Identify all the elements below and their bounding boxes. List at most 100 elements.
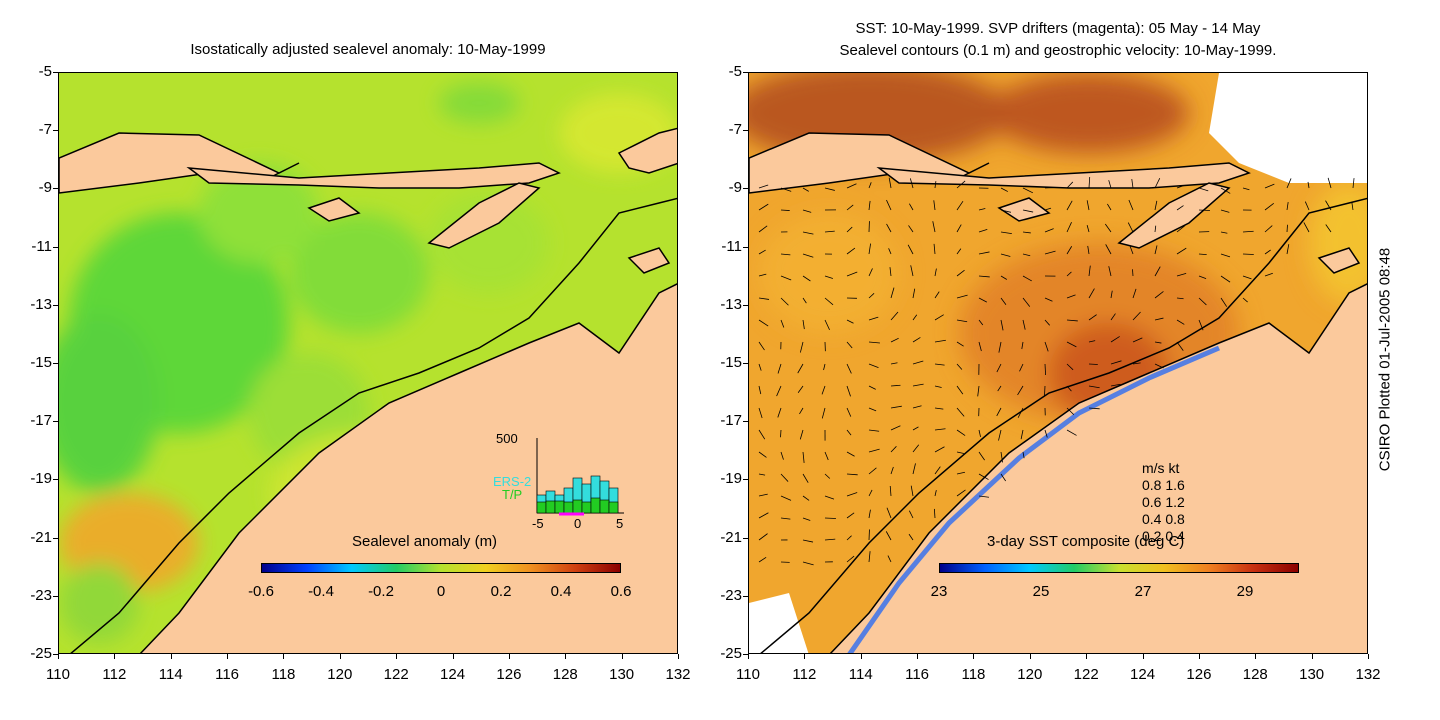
velocity-arrow <box>780 451 784 460</box>
velocity-arrow <box>1352 178 1355 189</box>
velocity-arrow <box>912 337 921 343</box>
velocity-arrow <box>802 253 814 258</box>
histogram-series-tp: T/P <box>502 487 523 502</box>
velocity-arrow <box>978 341 982 352</box>
velocity-arrow <box>1132 311 1141 321</box>
velocity-arrow <box>890 337 899 343</box>
velocity-arrow <box>978 495 990 498</box>
y-tick-label: -25 <box>720 645 742 662</box>
velocity-arrow <box>1088 340 1096 343</box>
velocity-arrow <box>868 268 873 277</box>
velocity-arrow <box>1022 451 1025 459</box>
velocity-arrow <box>1022 231 1031 234</box>
velocity-arrow <box>1000 253 1011 257</box>
velocity-arrow <box>1022 297 1031 307</box>
velocity-arrow <box>1044 207 1052 211</box>
velocity-arrow <box>1086 225 1090 233</box>
velocity-arrow <box>1066 181 1074 189</box>
velocity-arrow <box>908 533 914 541</box>
velocity-arrow <box>912 288 916 299</box>
velocity-arrow <box>802 561 814 566</box>
y-tick-mark <box>743 188 748 190</box>
velocity-arrow <box>890 446 897 453</box>
velocity-arrow <box>824 473 831 479</box>
velocity-arrow <box>802 451 805 463</box>
velocity-arrow <box>1017 407 1024 418</box>
y-tick-mark <box>743 537 748 539</box>
x-tick-label: 126 <box>496 666 522 683</box>
velocity-arrow <box>821 407 826 419</box>
y-tick-mark <box>743 595 748 597</box>
velocity-arrow <box>1022 187 1034 194</box>
x-tick-mark <box>1311 654 1313 659</box>
x-tick-label: 114 <box>158 666 183 683</box>
velocity-arrow <box>977 385 980 397</box>
velocity-arrow <box>1303 222 1310 233</box>
velocity-arrow <box>889 267 892 277</box>
velocity-arrow <box>868 467 877 475</box>
velocity-arrow <box>1264 203 1274 211</box>
x-tick-mark <box>860 654 862 659</box>
velocity-arrow <box>1154 341 1162 344</box>
velocity-arrow <box>956 294 968 299</box>
velocity-arrow <box>1307 181 1310 189</box>
velocity-arrow <box>1087 245 1090 255</box>
velocity-arrow <box>910 265 914 277</box>
velocity-arrow <box>1327 177 1332 189</box>
x-tick-mark <box>1198 654 1200 659</box>
velocity-arrow <box>932 221 936 233</box>
left-colorbar-tick: 0.4 <box>550 583 572 600</box>
velocity-arrow <box>934 385 942 388</box>
velocity-arrow <box>1128 199 1134 211</box>
velocity-arrow <box>1132 269 1134 277</box>
velocity-arrow <box>978 251 990 255</box>
velocity-arrow <box>1154 200 1158 211</box>
velocity-arrow <box>758 319 769 327</box>
x-tick-label: 126 <box>1186 666 1212 683</box>
velocity-arrow <box>780 319 785 328</box>
velocity-arrow <box>956 224 962 233</box>
y-tick-label: -13 <box>30 295 52 313</box>
velocity-arrow <box>846 473 858 476</box>
velocity-arrow <box>846 429 852 436</box>
velocity-arrow <box>934 407 944 410</box>
velocity-arrow <box>978 473 989 480</box>
velocity-arrow <box>758 184 769 189</box>
velocity-arrow <box>998 341 1002 353</box>
velocity-arrow <box>956 429 966 436</box>
velocity-arrow <box>1088 385 1100 389</box>
velocity-arrow <box>888 248 892 255</box>
velocity-arrow <box>846 492 858 497</box>
velocity-arrow <box>1022 209 1034 213</box>
right-colorbar-tick: 25 <box>1032 583 1050 600</box>
velocity-arrow <box>780 275 792 281</box>
velocity-arrow <box>934 490 937 497</box>
velocity-arrow <box>1304 201 1310 211</box>
velocity-arrow <box>1086 200 1090 211</box>
velocity-arrow <box>868 200 871 211</box>
velocity-arrow <box>956 269 965 277</box>
velocity-arrow <box>802 473 809 483</box>
velocity-arrow <box>868 429 880 432</box>
velocity-arrow <box>1066 271 1072 277</box>
y-tick-mark <box>743 421 748 423</box>
velocity-arrow <box>1022 275 1032 282</box>
left-panel-title: Isostatically adjusted sealevel anomaly:… <box>190 41 546 58</box>
velocity-arrow <box>1154 317 1164 321</box>
velocity-arrow <box>1242 275 1252 280</box>
velocity-legend-row: 0.8 1.6 <box>1142 477 1185 493</box>
velocity-arrow <box>758 556 767 563</box>
x-tick-label: 130 <box>609 666 635 683</box>
velocity-arrow <box>912 405 922 409</box>
velocity-arrow <box>956 489 966 497</box>
velocity-arrow <box>846 512 855 519</box>
velocity-arrow <box>1000 319 1004 331</box>
y-tick-label: -13 <box>720 295 742 313</box>
velocity-arrow <box>868 293 875 299</box>
y-tick-label: -9 <box>728 179 742 197</box>
velocity-arrow <box>802 319 805 330</box>
velocity-arrow <box>1044 363 1046 376</box>
velocity-arrow <box>907 244 914 255</box>
velocity-arrow <box>912 463 916 475</box>
x-tick-label: 128 <box>1242 666 1268 683</box>
